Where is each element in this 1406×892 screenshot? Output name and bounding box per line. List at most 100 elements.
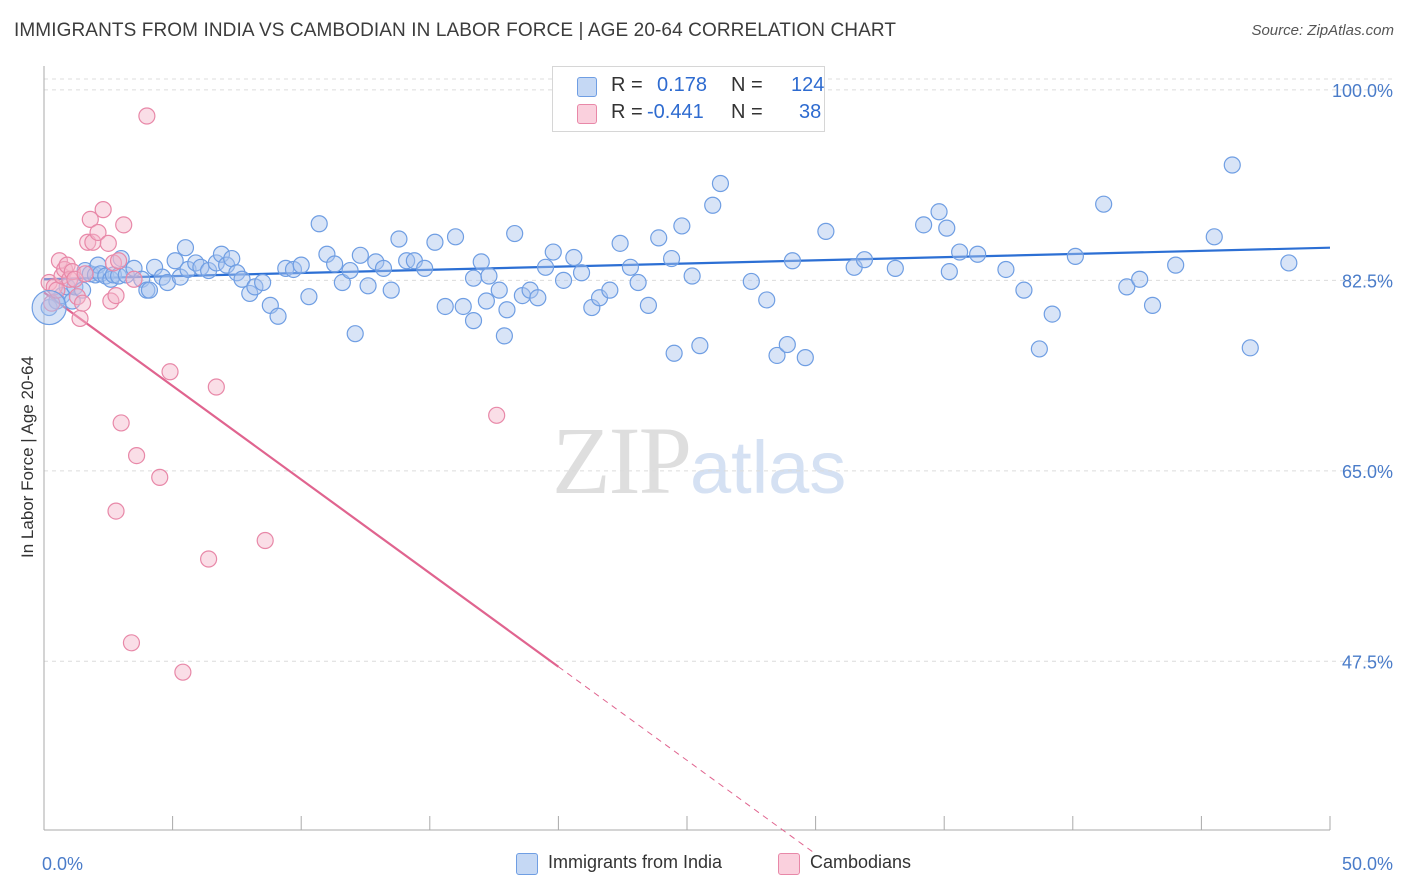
data-point-india (416, 259, 434, 277)
data-point-india (742, 272, 760, 291)
data-point-india (176, 239, 195, 257)
data-point-india (506, 224, 524, 243)
data-point-india (326, 255, 344, 273)
data-point-india (554, 271, 573, 289)
data-point-india (498, 301, 516, 319)
data-point-india (346, 325, 364, 343)
data-point-india (536, 258, 555, 276)
watermark-atlas: atlas (690, 426, 847, 509)
trend-lines (43, 246, 1331, 855)
data-point-india (691, 337, 709, 355)
data-point-india (351, 246, 369, 264)
legend-n-value-cambodians: 38 (799, 101, 822, 123)
data-point-india (292, 256, 310, 274)
data-point-cambodians (66, 270, 84, 288)
data-point-cambodians (256, 531, 274, 550)
data-point-india (704, 196, 722, 214)
correlation-legend: R = 0.178 N = 124 R = -0.441 N = 38 (552, 66, 825, 132)
chart-title: IMMIGRANTS FROM INDIA VS CAMBODIAN IN LA… (14, 20, 897, 41)
data-point-cambodians (107, 502, 125, 520)
data-point-cambodians (200, 550, 218, 568)
data-point-india (436, 297, 454, 316)
data-point-india (300, 288, 318, 306)
chart-source: Source: ZipAtlas.com (1251, 22, 1394, 39)
data-point-india (544, 243, 562, 261)
data-point-india (1030, 340, 1048, 358)
data-point-india (359, 277, 377, 295)
data-point-india (611, 234, 629, 252)
data-point-india (915, 216, 933, 234)
data-point-india (390, 230, 408, 248)
data-point-india (1241, 339, 1259, 357)
data-point-india (930, 203, 948, 221)
axes (43, 66, 1331, 831)
data-point-india (529, 289, 547, 307)
watermark-zip: ZIP (552, 407, 692, 514)
data-point-india (940, 263, 958, 281)
legend-n-label: N = (731, 101, 763, 123)
legend-r-value-india: 0.178 (657, 74, 708, 96)
data-point-india (212, 245, 231, 263)
data-point-india (1223, 156, 1241, 174)
data-point-india (683, 267, 701, 285)
data-point-cambodians (73, 294, 92, 312)
data-point-cambodians (115, 216, 133, 234)
legend-r-label: R = (611, 101, 643, 123)
data-point-cambodians (76, 265, 94, 283)
data-point-cambodians (99, 234, 117, 252)
data-point-india-cluster (31, 289, 67, 326)
data-point-india (1118, 278, 1136, 296)
data-point-india (639, 296, 658, 314)
y-axis-label: In Labor Force | Age 20-64 (18, 356, 37, 558)
data-point-cambodians (127, 446, 146, 465)
trend-line-cambodians (43, 291, 560, 668)
data-point-india (207, 254, 225, 272)
data-point-india (446, 228, 465, 246)
data-point-cambodians (122, 634, 141, 652)
data-point-india (673, 217, 691, 235)
y-tick-label: 65.0% (1342, 462, 1393, 482)
data-point-india (662, 249, 681, 268)
data-point-cambodians (94, 201, 112, 219)
trend-line-cambodians-extension (558, 666, 816, 855)
data-point-cambodians (109, 252, 128, 270)
bottom-legend-swatch-india (516, 853, 538, 875)
data-point-india (1095, 195, 1113, 213)
data-point-india (1043, 305, 1061, 323)
x-tick-label: 0.0% (42, 854, 83, 874)
data-point-india (454, 297, 472, 316)
data-point-cambodians (107, 286, 125, 305)
data-point-india (997, 260, 1015, 279)
data-point-india (650, 229, 668, 247)
y-tick-label: 47.5% (1342, 652, 1393, 672)
bottom-legend-label-india: Immigrants from India (548, 852, 723, 872)
data-point-india (886, 259, 904, 277)
data-point-india (490, 281, 508, 299)
data-point-india (778, 335, 796, 354)
x-tick-label: 50.0% (1342, 854, 1393, 874)
data-point-india (783, 252, 802, 270)
watermark: ZIPatlas (552, 405, 846, 516)
y-tick-label: 82.5% (1342, 271, 1393, 291)
data-point-cambodians (43, 294, 61, 312)
data-point-india (565, 248, 583, 267)
data-point-india (166, 252, 184, 270)
legend-swatch-india (577, 77, 597, 97)
legend-swatch-cambodians (577, 104, 597, 124)
data-point-india (969, 245, 987, 263)
data-point-india (855, 251, 874, 269)
data-points (31, 107, 1298, 681)
data-point-india (495, 327, 513, 345)
data-point-cambodians (174, 663, 192, 681)
data-point-india (1131, 270, 1149, 288)
data-point-india (254, 273, 272, 292)
data-point-cambodians (138, 107, 156, 125)
legend-r-value-cambodians: -0.441 (647, 101, 704, 123)
data-point-india (817, 222, 835, 240)
data-point-cambodians (161, 363, 179, 381)
legend-r-label: R = (611, 74, 643, 96)
tick-labels: 47.5% 65.0% 82.5% 100.0% 0.0% 50.0% (42, 81, 1393, 874)
bottom-legend-swatch-cambodians (778, 853, 800, 875)
data-point-india (158, 273, 177, 292)
